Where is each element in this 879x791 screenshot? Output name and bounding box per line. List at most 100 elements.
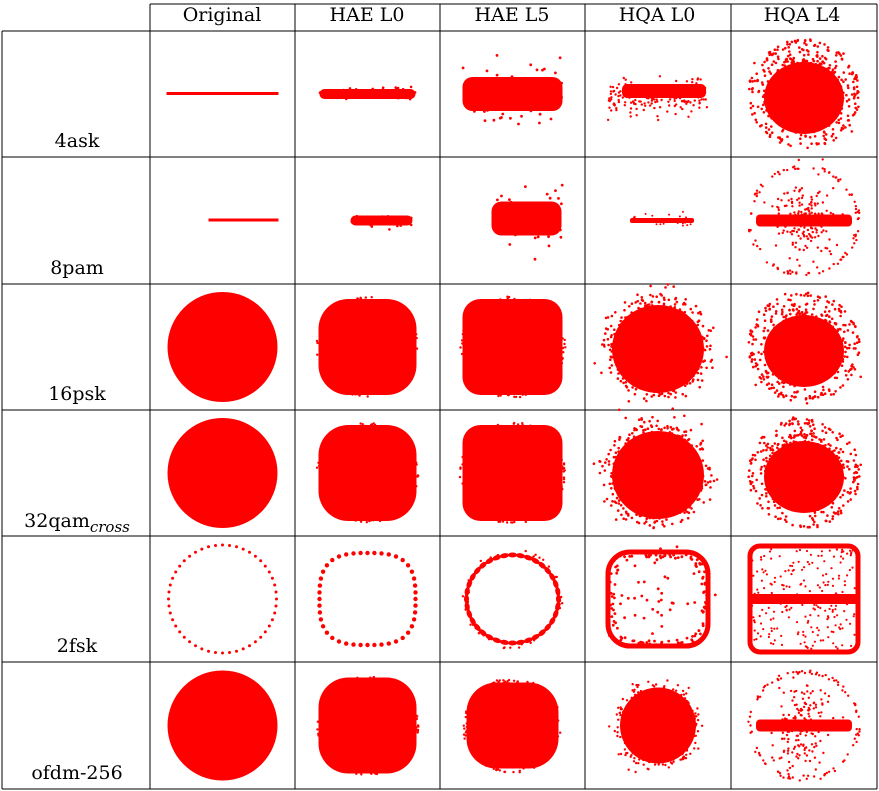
signal-dot [670,601,674,605]
signal-dot [485,690,488,694]
signal-dot [758,191,761,194]
signal-dot [813,640,817,643]
signal-dot [799,426,803,430]
signal-dot [824,133,828,136]
signal-dot [538,112,542,116]
signal-dot [802,705,806,709]
signal-dot [812,260,815,263]
signal-dot [411,92,415,96]
signal-dot [316,353,319,356]
signal-dot [552,743,555,747]
signal-dot [622,447,626,451]
signal-dot [754,383,757,387]
signal-dot [646,427,650,431]
signal-dot [793,500,796,504]
signal-dot [689,428,693,432]
signal-dot [799,713,802,717]
signal-dot [823,168,826,171]
signal-dot [553,746,556,749]
signal-dot [831,70,834,73]
signal-dot [556,106,559,110]
signal-dot [691,81,694,84]
signal-dot [389,302,392,305]
signal-dot [792,568,795,572]
signal-bar [750,594,858,604]
signal-dot [368,519,371,523]
signal-dot [558,328,562,332]
signal-dot [837,178,840,182]
signal-dot [514,395,518,399]
signal-bar [462,77,563,111]
header-hae-l5: HAE L5 [475,4,550,26]
signal-dot [797,63,800,66]
signal-dot [782,319,785,323]
signal-dot [683,414,686,418]
signal-dot [796,593,799,596]
signal-dot [392,511,395,515]
signal-dot [472,83,476,86]
signal-dot [764,126,768,129]
signal-dot [667,395,670,399]
signal-dot [848,343,851,347]
signal-dot [672,385,675,388]
signal-dot [785,497,788,500]
signal-dot [371,218,375,222]
signal-dot [399,223,403,226]
signal-dot [829,453,833,456]
signal-dot [843,489,846,492]
signal-dot [858,340,861,344]
signal-dot [361,423,364,426]
signal-dot [791,205,794,208]
signal-dot [801,315,805,318]
signal-dot [666,510,670,514]
signal-dot [772,116,776,119]
signal-dot [760,436,763,440]
signal-dot [843,330,846,334]
signal-dot [760,81,764,84]
signal-dot [675,435,678,439]
signal-dot [763,326,766,330]
signal-dot [750,76,754,80]
signal-dot [810,227,814,230]
signal-dot [784,504,787,508]
signal-dot [760,373,764,376]
signal-dot [754,458,757,462]
signal-dot [822,388,825,392]
signal-dot [365,642,370,648]
signal-dot [685,216,687,219]
signal-dot [359,520,363,523]
signal-dot [821,385,825,389]
signal-dot [613,596,616,600]
signal-dot [318,708,321,712]
signal-dot [770,479,773,483]
signal-dot [497,554,500,557]
signal-dot [788,766,792,770]
signal-dot [811,434,814,438]
signal-dot [841,384,845,387]
signal-dot [194,550,197,554]
signal-dot [464,599,468,603]
signal-dot [814,706,818,709]
signal-dot [765,495,768,498]
signal-dot [855,471,859,475]
signal-dot [856,96,860,100]
signal-dot [656,587,660,591]
signal-dot [635,94,638,97]
signal-dot [749,488,753,492]
signal-dot [833,376,837,380]
scatter-cell [318,85,417,101]
scatter-cell [317,550,418,648]
signal-dot [775,298,779,301]
signal-dot [792,123,796,126]
signal-dot [846,574,849,577]
signal-dot [350,517,354,520]
signal-dot [856,485,859,489]
signal-dot [834,102,838,105]
signal-dot [702,501,705,504]
signal-dot [774,244,778,247]
signal-dot [468,320,471,323]
signal-dot [808,203,811,206]
signal-dot [826,117,829,120]
signal-dot [846,355,849,359]
signal-dot [675,300,679,304]
